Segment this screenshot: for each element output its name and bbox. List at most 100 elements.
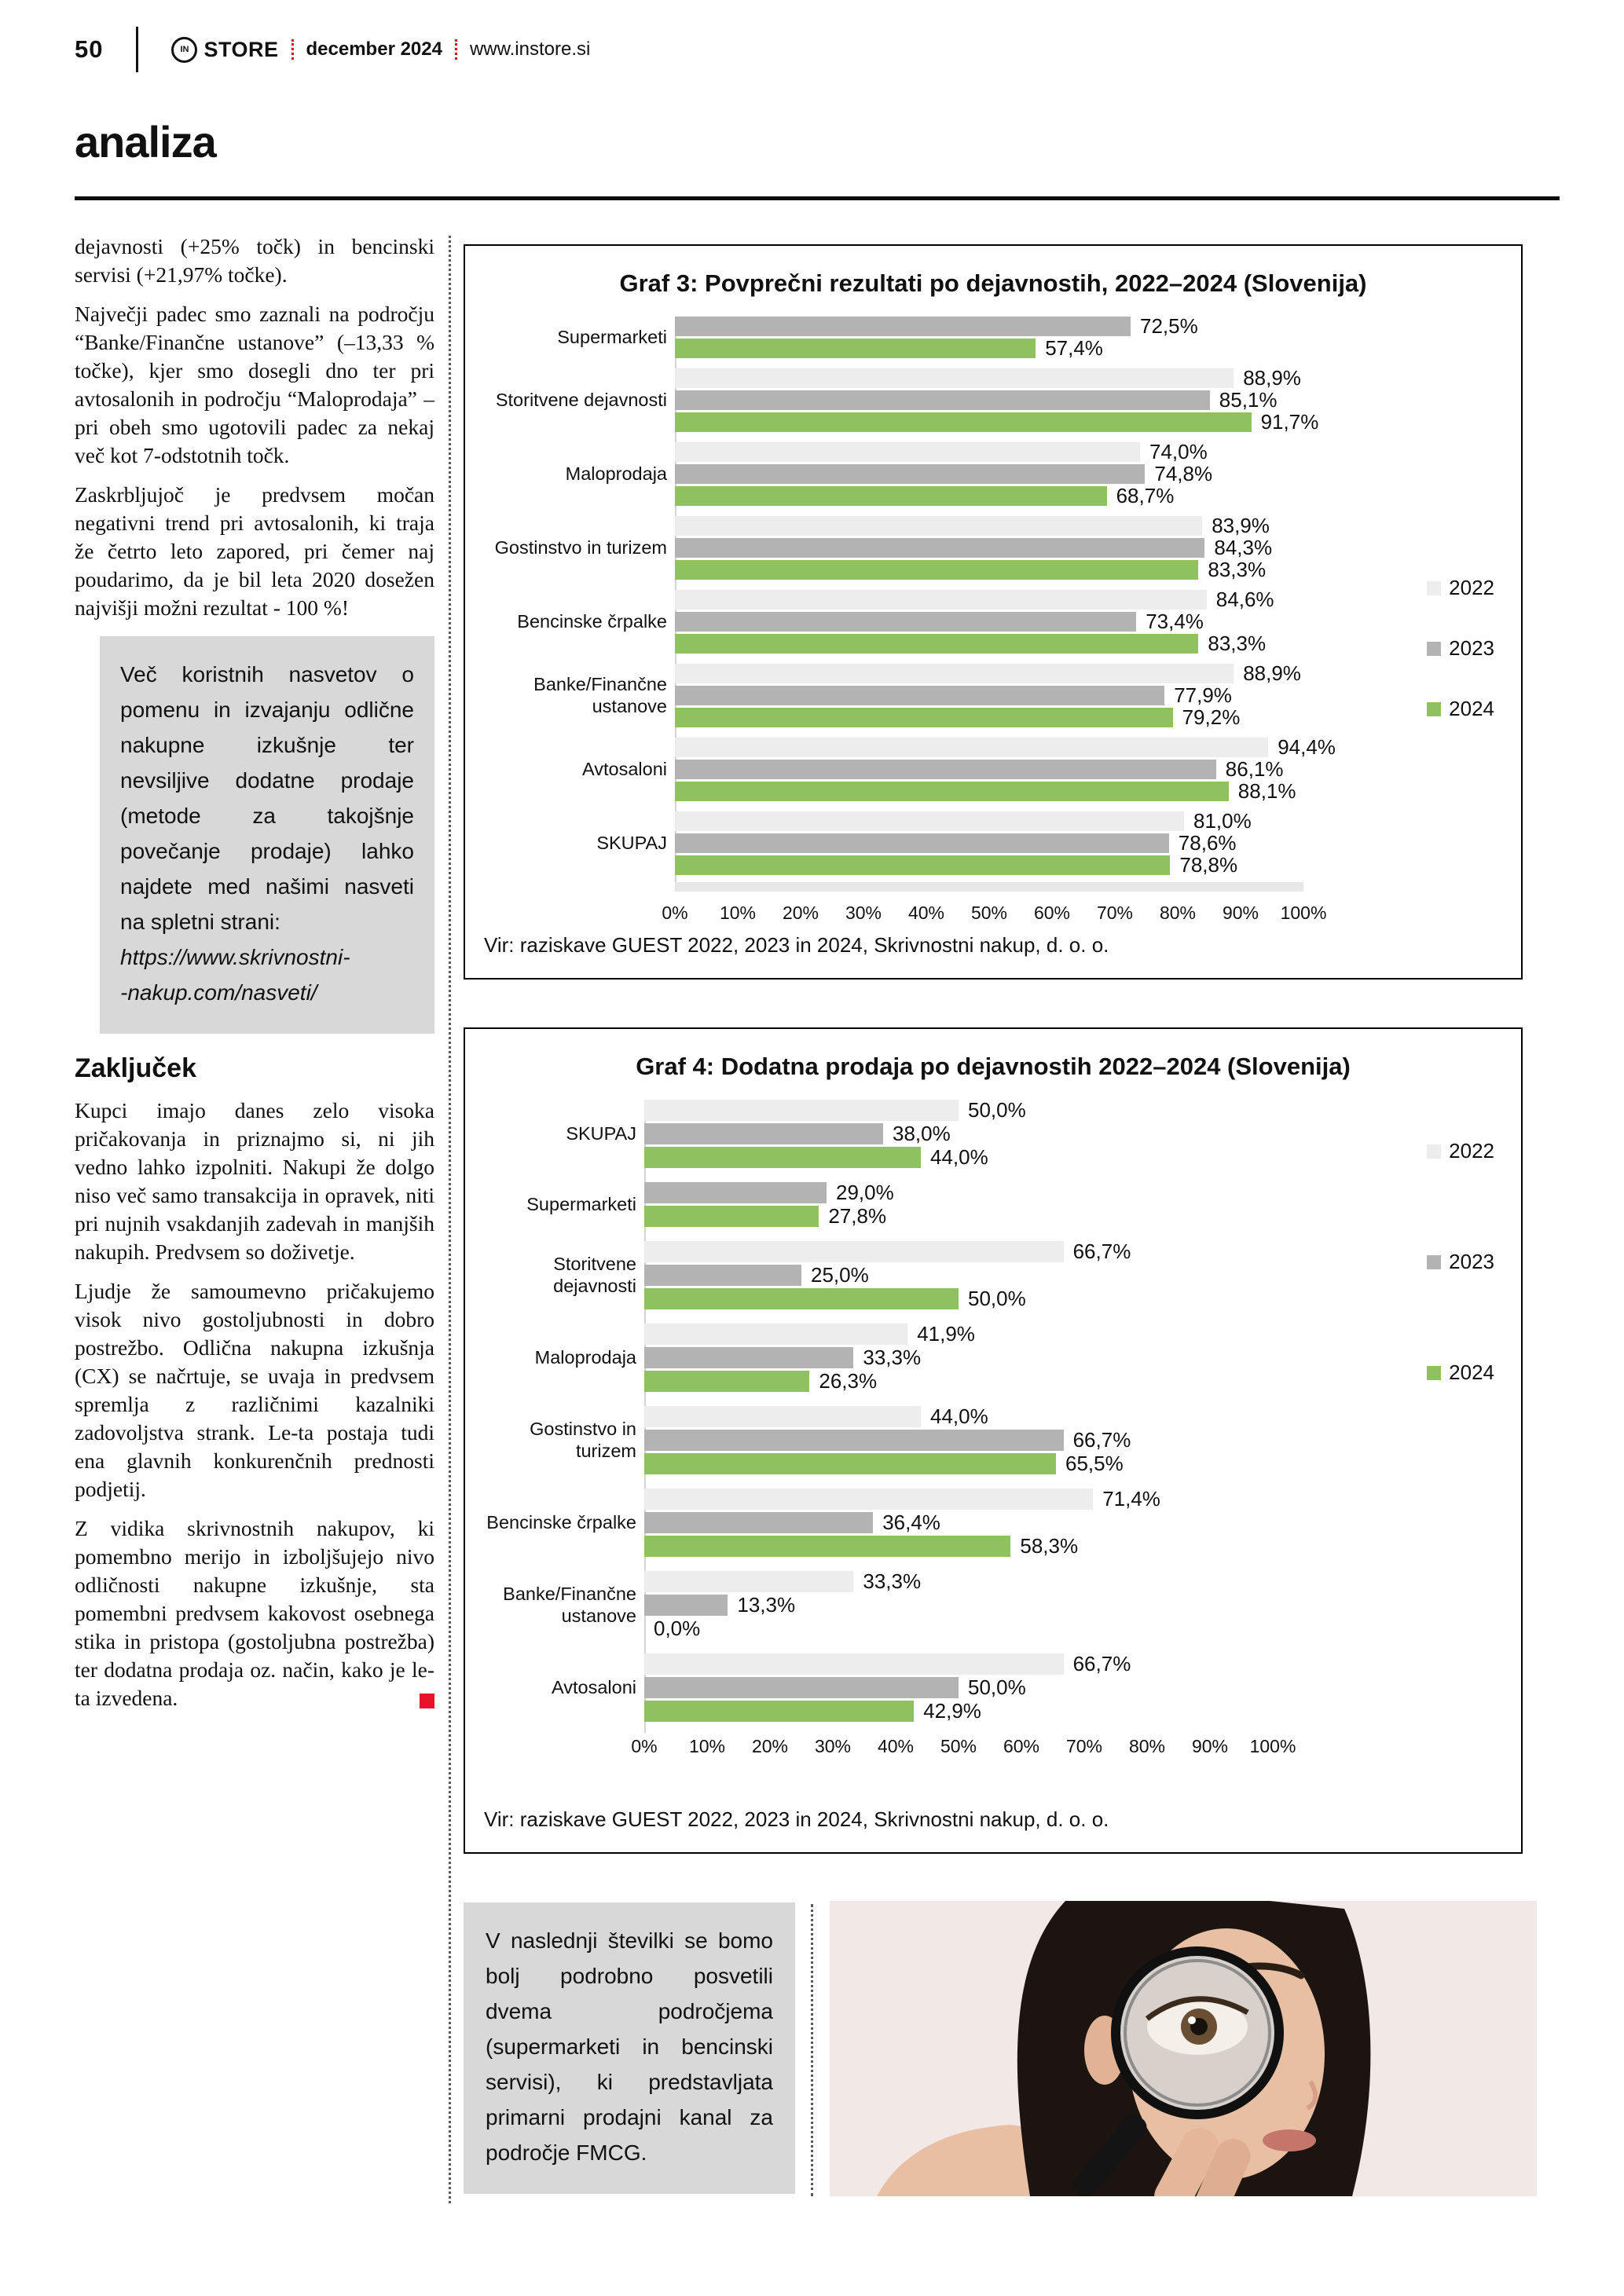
article-paragraph: dejavnosti (+25% točk) in bencinski serv… — [75, 234, 434, 287]
legend-label: 2022 — [1449, 576, 1494, 599]
value-label: 79,2% — [1182, 705, 1241, 729]
x-tick-label: 70% — [1096, 903, 1134, 923]
bar-row: 77,9% — [675, 683, 1301, 707]
tip-box-url[interactable]: https://www.skrivnostni- — [120, 945, 350, 969]
bar-2023 — [644, 1265, 801, 1286]
category-bars: 44,0% 66,7% 65,5% — [644, 1404, 1131, 1475]
bar-2023 — [675, 686, 1165, 705]
graf4-chart: Graf 4: Dodatna prodaja po dejavnostih 2… — [464, 1027, 1523, 1854]
category-label: Supermarketi — [526, 1193, 636, 1214]
category-label: Maloprodaja — [534, 1346, 636, 1368]
x-tick-label: 90% — [1222, 903, 1259, 923]
legend-swatch-2024 — [1427, 1365, 1442, 1380]
chart-legend: 2022 2023 2024 — [1427, 1139, 1494, 1385]
bar-2023 — [675, 390, 1210, 410]
category-bars: 33,3% 13,3% 0,0% — [644, 1569, 921, 1640]
value-label: 72,5% — [1140, 314, 1198, 338]
next-issue-box: V naslednji številki se bomo bolj podrob… — [464, 1902, 795, 2194]
bar-row: 81,0% — [675, 809, 1252, 833]
value-label: 84,3% — [1214, 536, 1273, 559]
chart-x-axis: 0% 10% 20% 30% 40% 50% 60% 70% 80% 90% 100% — [631, 1736, 1296, 1764]
legend-item: 2022 — [1427, 1139, 1494, 1163]
bar-2023 — [644, 1677, 959, 1698]
article-paragraph: Največji padec smo zaznali na področju “… — [75, 302, 434, 467]
value-label: 68,7% — [1116, 484, 1175, 507]
bar-2023 — [675, 760, 1216, 779]
bar-row: 50,0% — [644, 1098, 1026, 1122]
tip-box-text: Več koristnih nasvetov o pomenu in izvaj… — [120, 662, 414, 934]
glass-handle — [1072, 2114, 1147, 2196]
category-label: Supermarketi — [557, 326, 667, 347]
bar-row: 83,3% — [675, 632, 1274, 655]
bar-row: 88,1% — [675, 779, 1336, 803]
chart-category-row: Avtosaloni 66,7% 50,0% 42,9% — [482, 1652, 1504, 1723]
category-label: SKUPAJ — [596, 832, 667, 853]
legend-swatch-2024 — [1427, 701, 1442, 716]
chart-category-row: Banke/Finančne ustanove 33,3% 13,3% 0,0% — [482, 1569, 1504, 1640]
bar-row: 73,4% — [675, 610, 1274, 633]
category-label: SKUPAJ — [566, 1122, 636, 1144]
mystery-shopper-photo — [830, 1901, 1537, 2196]
bar-2023 — [644, 1512, 874, 1533]
legend-swatch-2022 — [1427, 580, 1442, 595]
bar-2024 — [675, 708, 1173, 727]
category-label: Gostinstvo in turizem — [530, 1419, 636, 1461]
legend-item: 2023 — [1427, 636, 1494, 661]
bar-2023 — [644, 1182, 827, 1203]
instore-logo-icon: IN — [171, 36, 198, 63]
bar-row: 78,6% — [675, 831, 1252, 855]
value-label: 66,7% — [1072, 1428, 1131, 1452]
chart-title: Graf 3: Povprečni rezultati po dejavnost… — [619, 269, 1367, 297]
eyelid — [1145, 1996, 1249, 2021]
legend-swatch-2022 — [1427, 1144, 1442, 1159]
value-label: 0,0% — [654, 1617, 701, 1640]
value-label: 66,7% — [1072, 1240, 1131, 1263]
conclusion-heading: Zaključek — [75, 1053, 196, 1083]
chart-plot: SKUPAJ 50,0% 38,0% 44,0% Supermarketi 29,0% 27… — [482, 1098, 1504, 1723]
page-header: 50 IN STORE december 2024 www.instore.si — [75, 27, 590, 72]
legend-label: 2024 — [1449, 697, 1494, 720]
tip-box-url[interactable]: -nakup.com/nasveti/ — [120, 980, 317, 1005]
value-label: 44,0% — [930, 1404, 988, 1428]
website-link[interactable]: www.instore.si — [469, 38, 591, 60]
chart-category-row: SKUPAJ 81,0% 78,6% 78,8% — [482, 809, 1504, 877]
chart-category-row: SKUPAJ 50,0% 38,0% 44,0% — [482, 1098, 1504, 1169]
category-bars: 74,0% 74,8% 68,7% — [675, 440, 1213, 507]
category-bars: 66,7% 25,0% 50,0% — [644, 1240, 1131, 1310]
bar-row: 68,7% — [675, 484, 1212, 507]
x-tick-label: 30% — [845, 903, 882, 923]
value-label: 91,7% — [1260, 410, 1319, 434]
x-tick-label: 20% — [751, 1736, 789, 1756]
legend-item: 2024 — [1427, 1360, 1494, 1385]
category-bars: 29,0% 27,8% — [644, 1181, 894, 1228]
chart-category-row: Storitvene dejavnosti 88,9% 85,1% 91,7% — [482, 366, 1504, 434]
category-bars: 88,9% 77,9% 79,2% — [675, 661, 1301, 729]
page-number: 50 — [75, 35, 104, 63]
bar-row: 84,6% — [675, 588, 1274, 611]
value-label: 74,8% — [1154, 462, 1213, 485]
value-label: 78,6% — [1178, 831, 1237, 855]
chart-category-row: Gostinstvo in turizem 83,9% 84,3% 83,3% — [482, 514, 1504, 581]
article-paragraph: Ljudje že samoumevno pričakujemo visok n… — [75, 1279, 434, 1501]
header-divider — [136, 27, 139, 72]
legend-label: 2022 — [1449, 1139, 1494, 1163]
x-tick-label: 10% — [688, 1736, 726, 1756]
value-label: 29,0% — [836, 1181, 894, 1204]
bar-2024 — [675, 486, 1107, 506]
bar-row: 71,4% — [644, 1487, 1160, 1511]
bar-row: 83,9% — [675, 514, 1272, 537]
chart-category-row: Maloprodaja 74,0% 74,8% 68,7% — [482, 440, 1504, 507]
chart-category-row: Bencinske črpalke 84,6% 73,4% 83,3% — [482, 588, 1504, 655]
bar-2024 — [644, 1288, 959, 1309]
x-tick-label: 100% — [1280, 903, 1327, 923]
category-bars: 66,7% 50,0% 42,9% — [644, 1652, 1131, 1723]
x-tick-label: 70% — [1065, 1736, 1103, 1756]
x-tick-label: 90% — [1191, 1736, 1229, 1756]
value-label: 83,3% — [1208, 558, 1267, 581]
bar-row: 38,0% — [644, 1122, 1026, 1145]
category-bars: 94,4% 86,1% 88,1% — [675, 735, 1336, 803]
bar-row: 83,3% — [675, 558, 1272, 581]
legend-label: 2024 — [1449, 1360, 1494, 1384]
value-label: 33,3% — [863, 1346, 922, 1369]
bar-2024 — [675, 782, 1229, 801]
